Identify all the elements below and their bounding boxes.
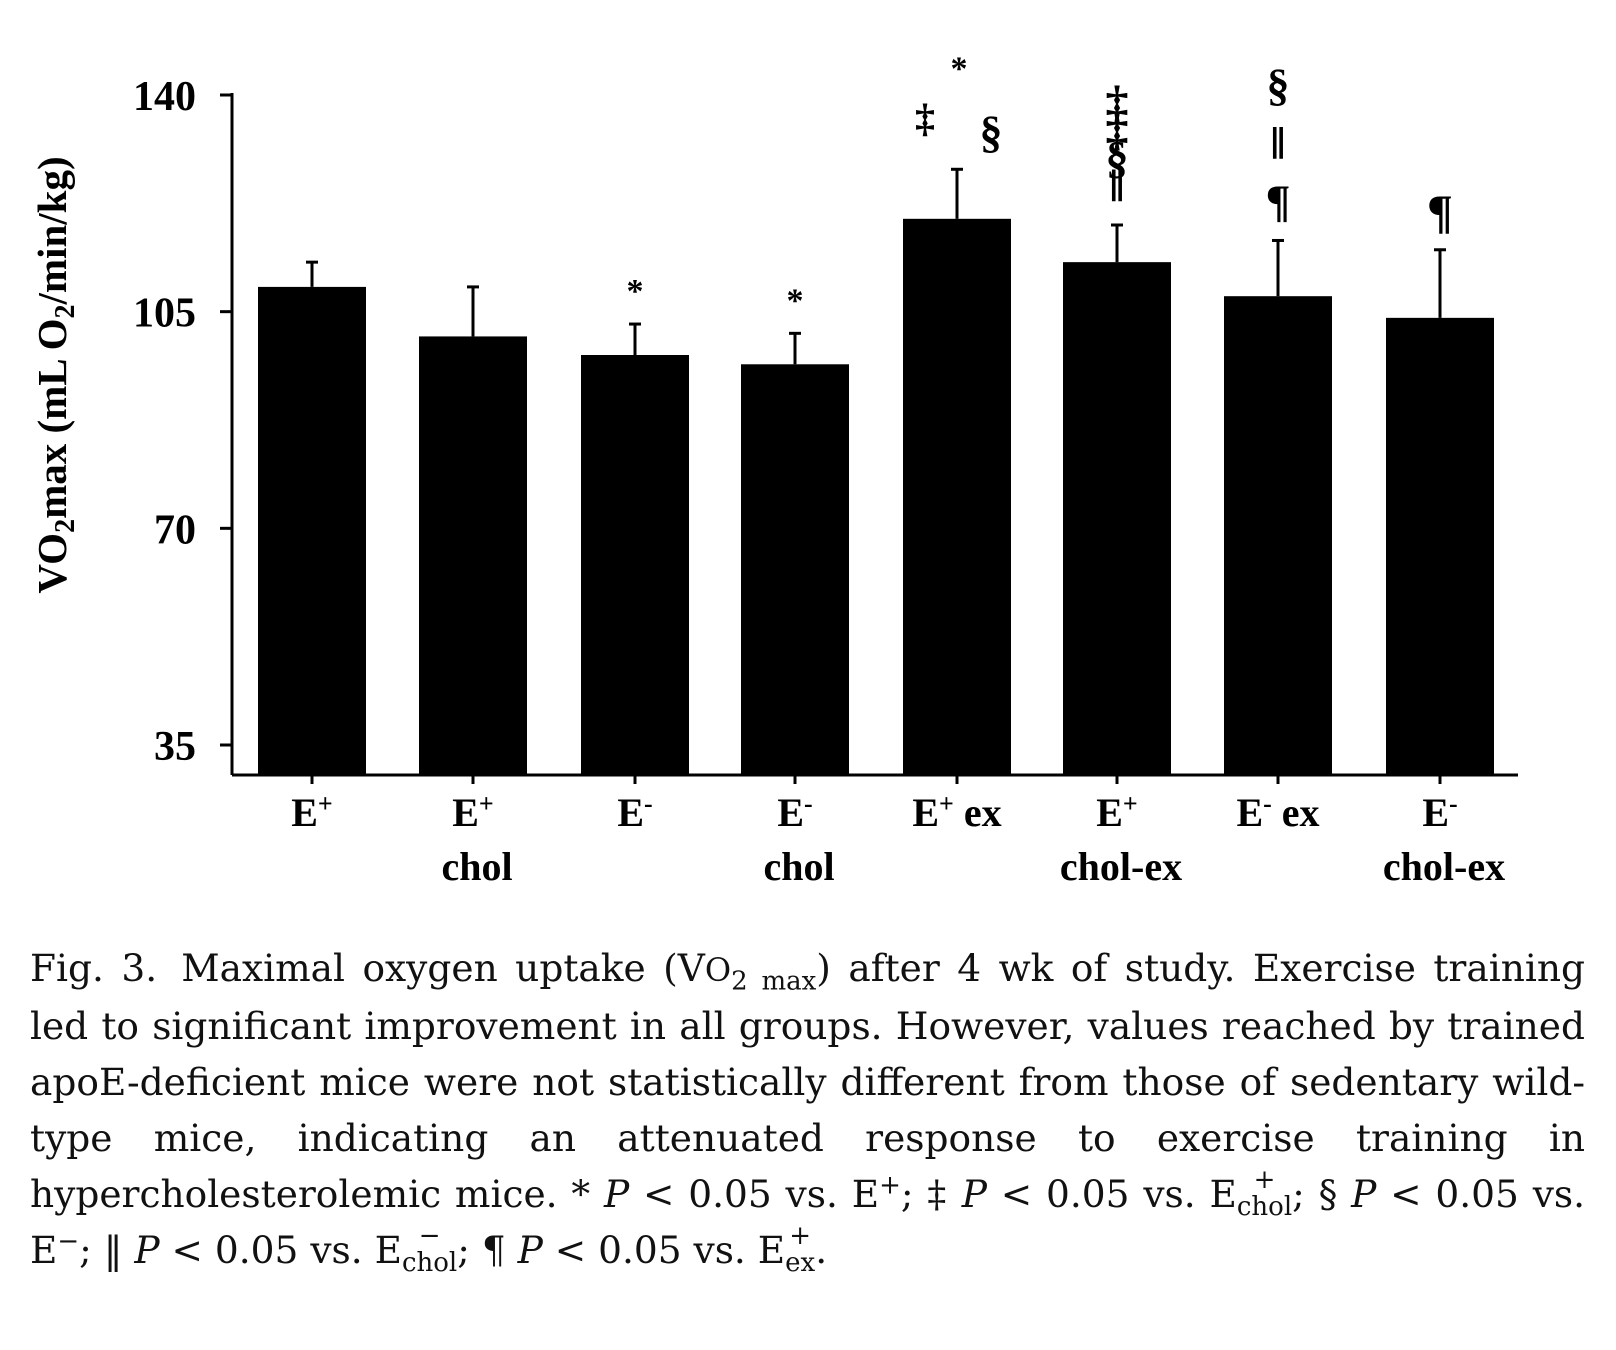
figure-caption: Fig. 3. Maximal oxygen uptake (VO2 max) a… [30,940,1585,1278]
caption-sep: ; [79,1228,104,1272]
caption-lt: < 0.05 vs. [987,1172,1210,1216]
x-tick-label: E- ex [1236,789,1319,835]
caption-lt: < 0.05 vs. [629,1172,852,1216]
caption-p: P [603,1172,630,1216]
caption-lt: < 0.05 vs. [1376,1172,1586,1216]
bars-group [258,167,1494,776]
x-tick-label: E- [1422,789,1457,835]
y-tick-label: 140 [133,74,196,120]
caption-p: P [961,1172,987,1216]
significance-mark: ¶ [1266,175,1291,226]
caption-text-2: ) after 4 wk of study. Exercise training… [30,946,1586,1216]
caption-ref-1-sup: + [879,1170,901,1201]
caption-end: . [815,1228,828,1272]
x-tick-label: E+ ex [912,789,1001,835]
caption-p: P [517,1228,543,1272]
caption-ref-4-scripts: − chol [401,1221,458,1278]
caption-ref-3-sup: − [57,1226,80,1257]
y-axis: 35 70 105 140 [133,74,234,775]
caption-sub-2max: 2 max [731,966,817,997]
x-tick-label-line2: chol [441,844,512,889]
caption-p: P [134,1228,160,1272]
significance-mark: * [627,273,644,310]
significance-mark: ‡ [1106,76,1129,127]
caption-o-small: O [704,951,732,989]
caption-ref-2-scripts: + chol [1236,1165,1293,1222]
caption-sep: ; [457,1228,482,1272]
bar [741,364,849,775]
x-tick-label: E- [777,789,812,835]
bar [581,355,689,775]
significance-mark: ‖ [1110,160,1125,211]
caption-ref-3: E [30,1228,58,1272]
significance-markers: * *‡*§‡‡§‖§‖¶ ¶ [627,50,1453,319]
x-tick-label-line2: chol-ex [1383,844,1505,889]
significance-mark: * [951,50,968,87]
caption-ref-4: E [374,1228,402,1272]
caption-lt: < 0.05 vs. [159,1228,375,1272]
caption-sep: ; [900,1172,928,1216]
y-axis-label: VO2max (mL O2/min/kg) [29,156,81,593]
significance-mark: ‡ [1106,104,1129,155]
caption-ref-5-scripts: + ex [785,1221,816,1278]
caption-sym-star: * [571,1172,591,1216]
y-tick-label: 70 [154,507,196,553]
y-tick-label: 35 [154,724,196,770]
significance-mark: ¶ [1427,186,1453,239]
caption-ref-5: E [757,1228,786,1272]
caption-p: P [1351,1172,1377,1216]
x-tick-label-line2: chol-ex [1060,844,1182,889]
caption-ref-2: E [1209,1172,1237,1216]
bar [1224,296,1332,775]
x-tick-label: E- [617,789,652,835]
caption-text-1: Maximal oxygen uptake (V [181,946,705,990]
caption-sym-parallel: ‖ [103,1228,123,1272]
bar [1063,262,1171,776]
x-tick-label: E+ [1096,789,1138,835]
bar [258,286,366,775]
caption-sym-section: § [1318,1172,1338,1216]
significance-mark: § [1106,132,1129,183]
significance-mark: * [787,282,804,319]
bar [419,336,527,775]
y-tick-label: 105 [133,291,196,337]
significance-mark: § [980,106,1003,157]
caption-sym-dagger: ‡ [927,1172,948,1216]
significance-mark: ‖ [1271,117,1286,168]
caption-lt: < 0.05 vs. [542,1228,758,1272]
bar [1386,317,1494,775]
figure-number: Fig. 3. [30,946,158,990]
x-axis: E+ E+ chol E- E-chol E+ ex E+ chol-ex E- ex E-cho… [232,773,1518,889]
bar [903,218,1011,776]
significance-mark: ‡ [915,95,935,140]
caption-ref-1: E [851,1172,880,1216]
x-tick-label: E+ [452,789,494,835]
caption-sym-pilcrow: ¶ [481,1228,506,1272]
significance-mark: § [1267,59,1290,110]
caption-sep: ; [1292,1172,1319,1216]
x-tick-label-line2: chol [763,844,834,889]
x-tick-label: E+ [291,789,333,835]
